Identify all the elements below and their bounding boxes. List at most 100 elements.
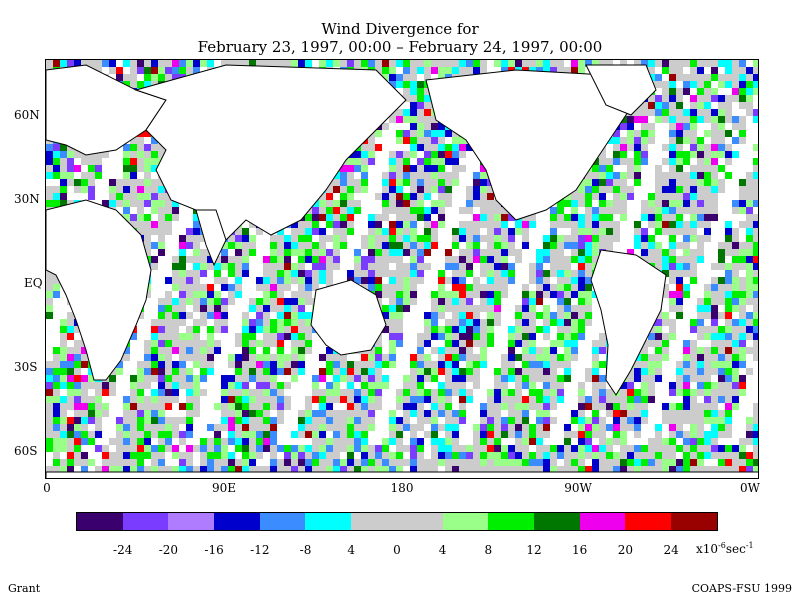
divergence-cell xyxy=(445,67,452,74)
divergence-cell xyxy=(53,403,60,410)
divergence-cell xyxy=(459,277,466,284)
divergence-cell xyxy=(704,144,711,151)
divergence-cell xyxy=(592,172,599,179)
divergence-cell xyxy=(662,193,669,200)
divergence-cell xyxy=(452,235,459,242)
divergence-cell xyxy=(137,312,144,319)
divergence-cell xyxy=(487,396,494,403)
divergence-cell xyxy=(417,165,424,172)
divergence-cell xyxy=(641,200,648,207)
divergence-cell xyxy=(655,424,662,431)
divergence-cell xyxy=(389,60,396,67)
divergence-cell xyxy=(564,277,571,284)
divergence-cell xyxy=(88,382,95,389)
divergence-cell xyxy=(704,165,711,172)
divergence-cell xyxy=(165,333,172,340)
divergence-cell xyxy=(221,389,228,396)
divergence-cell xyxy=(746,438,753,445)
divergence-cell xyxy=(592,361,599,368)
divergence-cell xyxy=(662,263,669,270)
divergence-cell xyxy=(648,123,655,130)
divergence-cell xyxy=(746,459,753,466)
divergence-cell xyxy=(319,368,326,375)
divergence-cell xyxy=(137,158,144,165)
divergence-cell xyxy=(711,354,718,361)
divergence-cell xyxy=(242,445,249,452)
divergence-cell xyxy=(291,277,298,284)
divergence-cell xyxy=(676,193,683,200)
divergence-cell xyxy=(410,466,417,473)
lat-label-30n: 30N xyxy=(14,192,40,206)
divergence-cell xyxy=(417,340,424,347)
divergence-cell xyxy=(732,375,739,382)
divergence-cell xyxy=(585,298,592,305)
divergence-cell xyxy=(606,424,613,431)
divergence-cell xyxy=(403,445,410,452)
divergence-cell xyxy=(473,466,480,473)
divergence-cell xyxy=(74,347,81,354)
divergence-cell xyxy=(648,200,655,207)
divergence-cell xyxy=(711,144,718,151)
divergence-cell xyxy=(284,256,291,263)
divergence-cell xyxy=(494,417,501,424)
divergence-cell xyxy=(459,347,466,354)
divergence-cell xyxy=(228,389,235,396)
divergence-cell xyxy=(487,417,494,424)
divergence-cell xyxy=(711,123,718,130)
divergence-cell xyxy=(130,60,137,67)
divergence-cell xyxy=(74,186,81,193)
divergence-cell xyxy=(347,459,354,466)
divergence-cell xyxy=(333,179,340,186)
color-legend-tick-label: 16 xyxy=(572,543,588,557)
divergence-cell xyxy=(361,235,368,242)
divergence-cell xyxy=(396,151,403,158)
divergence-cell xyxy=(151,228,158,235)
divergence-cell xyxy=(466,67,473,74)
divergence-cell xyxy=(571,312,578,319)
divergence-cell xyxy=(172,347,179,354)
divergence-cell xyxy=(417,137,424,144)
divergence-cell xyxy=(228,354,235,361)
divergence-cell xyxy=(571,354,578,361)
divergence-cell xyxy=(662,228,669,235)
divergence-cell xyxy=(641,445,648,452)
divergence-cell xyxy=(529,340,536,347)
divergence-cell xyxy=(417,95,424,102)
divergence-cell xyxy=(501,214,508,221)
divergence-cell xyxy=(431,207,438,214)
divergence-cell xyxy=(396,459,403,466)
divergence-cell xyxy=(46,438,53,445)
divergence-cell xyxy=(683,368,690,375)
divergence-cell xyxy=(389,193,396,200)
divergence-cell xyxy=(200,312,207,319)
divergence-cell xyxy=(753,74,758,81)
divergence-cell xyxy=(620,438,627,445)
divergence-cell xyxy=(473,172,480,179)
divergence-cell xyxy=(466,375,473,382)
divergence-cell xyxy=(144,60,151,67)
divergence-cell xyxy=(270,298,277,305)
divergence-cell xyxy=(228,459,235,466)
divergence-cell xyxy=(725,291,732,298)
organization-credit: COAPS-FSU 1999 xyxy=(691,582,792,595)
divergence-cell xyxy=(641,375,648,382)
divergence-cell xyxy=(683,228,690,235)
divergence-cell xyxy=(207,305,214,312)
divergence-cell xyxy=(333,235,340,242)
divergence-cell xyxy=(662,95,669,102)
divergence-cell xyxy=(753,165,758,172)
divergence-cell xyxy=(144,130,151,137)
divergence-cell xyxy=(557,263,564,270)
divergence-cell xyxy=(298,347,305,354)
divergence-cell xyxy=(151,424,158,431)
divergence-cell xyxy=(291,305,298,312)
divergence-cell xyxy=(585,200,592,207)
divergence-cell xyxy=(389,172,396,179)
divergence-cell xyxy=(718,60,725,67)
divergence-cell xyxy=(501,291,508,298)
divergence-cell xyxy=(291,347,298,354)
divergence-cell xyxy=(375,256,382,263)
divergence-cell xyxy=(431,200,438,207)
divergence-cell xyxy=(585,228,592,235)
divergence-cell xyxy=(284,396,291,403)
